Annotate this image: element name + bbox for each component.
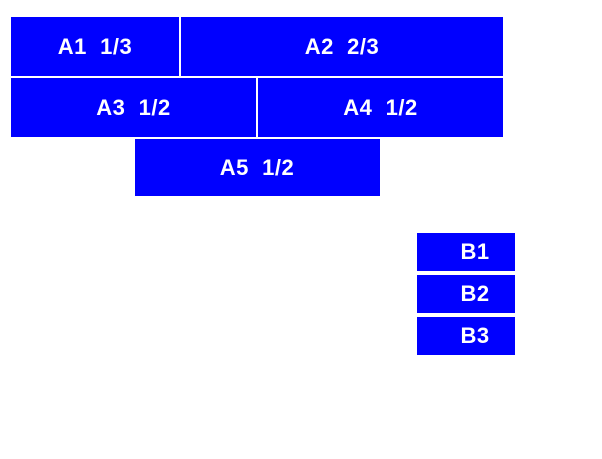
stack-cell-b3[interactable]: B3 (417, 317, 515, 355)
stack-container: B1 B2 B3 (417, 233, 515, 355)
grid-cell-a2[interactable]: A2 2/3 (181, 17, 503, 76)
stack-cell-b1[interactable]: B1 (417, 233, 515, 271)
grid-container: A1 1/3 A2 2/3 A3 1/2 A4 1/2 A5 1/2 (11, 17, 503, 198)
stack-cell-b2[interactable]: B2 (417, 275, 515, 313)
grid-cell-a5[interactable]: A5 1/2 (134, 139, 380, 196)
grid-cell-a4[interactable]: A4 1/2 (258, 78, 503, 137)
grid-row-3: A5 1/2 (11, 139, 503, 196)
grid-cell-a3[interactable]: A3 1/2 (11, 78, 256, 137)
grid-row-1: A1 1/3 A2 2/3 (11, 17, 503, 76)
grid-cell-a1[interactable]: A1 1/3 (11, 17, 179, 76)
grid-row-2: A3 1/2 A4 1/2 (11, 78, 503, 137)
